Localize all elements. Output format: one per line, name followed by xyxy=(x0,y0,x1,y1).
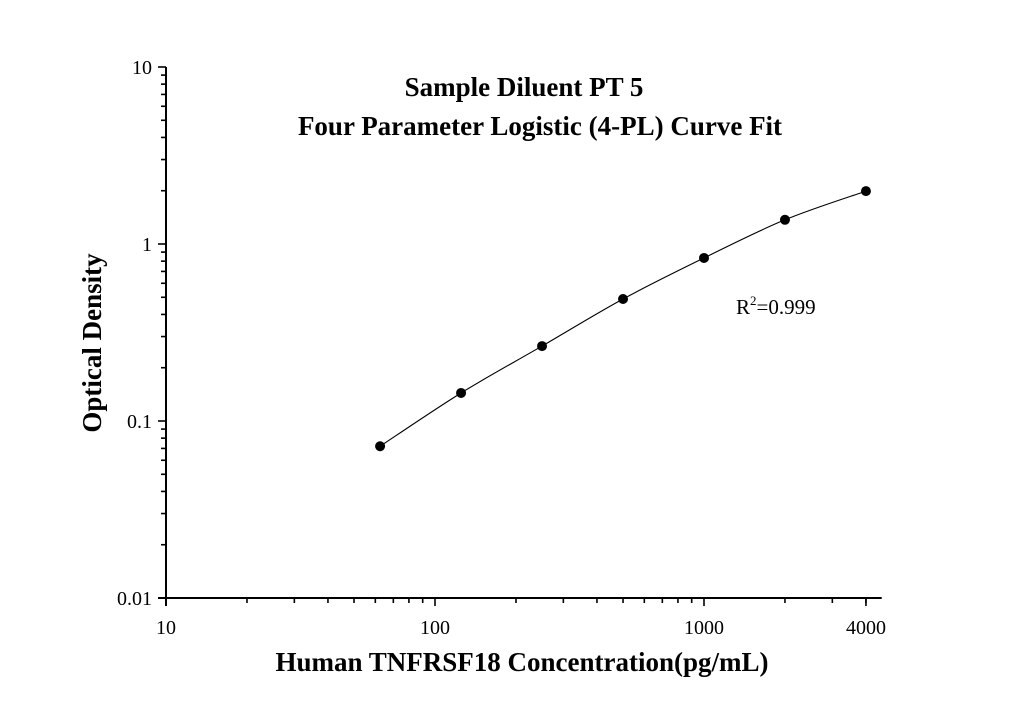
data-point xyxy=(618,293,629,304)
data-point xyxy=(456,387,467,398)
data-point xyxy=(699,252,709,263)
data-point xyxy=(537,341,548,352)
y-axis-label: Optical Density xyxy=(77,253,107,433)
x-tick-label: 10 xyxy=(156,617,176,639)
r-squared-annotation: R2=0.999 xyxy=(736,293,816,319)
y-tick-label: 10 xyxy=(132,57,152,79)
y-tick-label: 0.01 xyxy=(117,588,152,610)
data-point xyxy=(375,441,386,452)
chart-subtitle: Four Parameter Logistic (4-PL) Curve Fit xyxy=(298,111,782,141)
chart-title: Sample Diluent PT 5 xyxy=(405,72,644,102)
y-tick-label: 0.1 xyxy=(127,411,152,433)
data-points xyxy=(375,186,871,452)
data-point xyxy=(860,186,871,197)
axes: 10 100 1000 4000 0.01 0.1 1 10 xyxy=(117,57,886,639)
data-point xyxy=(779,214,790,225)
x-tick-label: 100 xyxy=(420,617,450,639)
y-tick-label: 1 xyxy=(142,234,152,256)
x-axis-label: Human TNFRSF18 Concentration(pg/mL) xyxy=(275,647,768,677)
x-tick-label: 4000 xyxy=(846,617,886,639)
x-tick-label: 1000 xyxy=(684,617,724,639)
